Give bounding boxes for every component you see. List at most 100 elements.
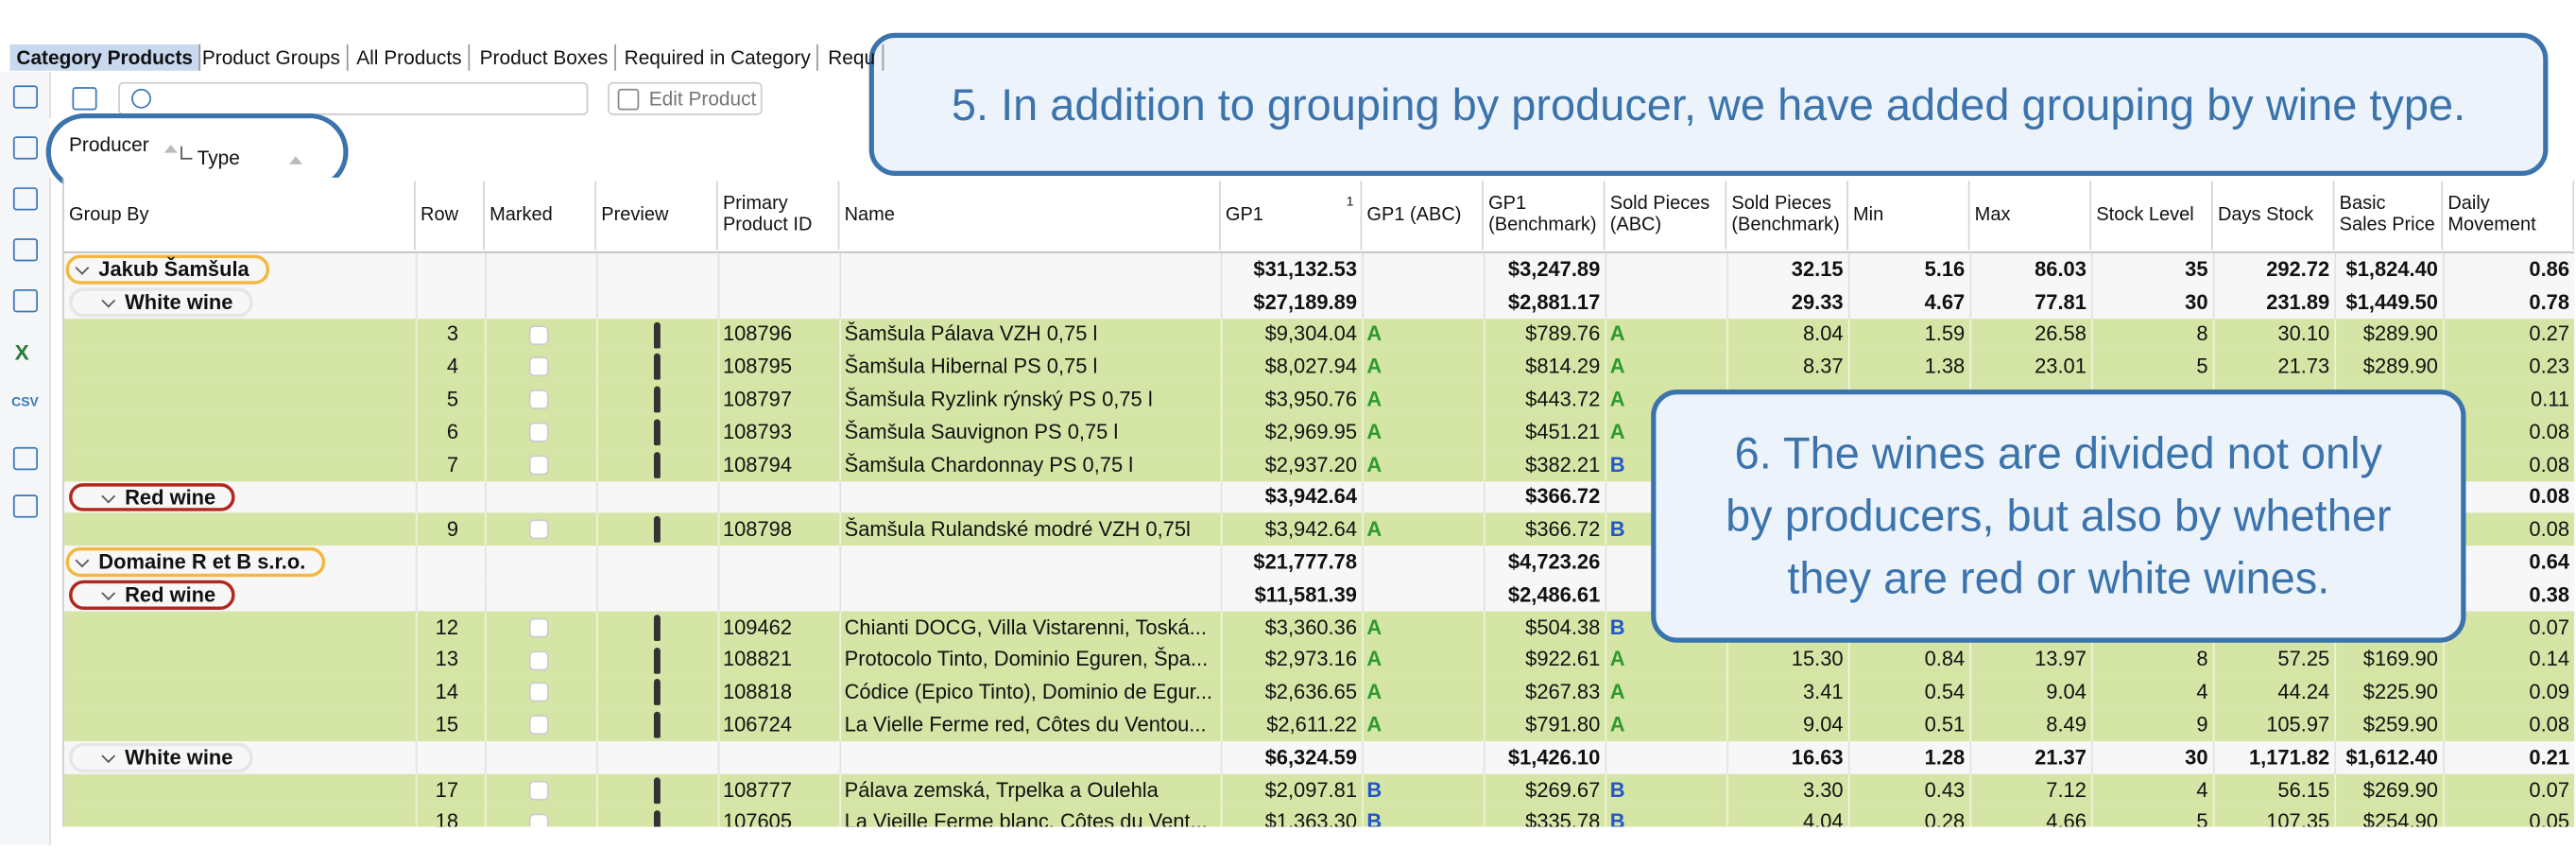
column-divider xyxy=(415,643,418,677)
column-divider xyxy=(596,286,598,319)
checkbox[interactable] xyxy=(528,455,549,476)
tab[interactable]: All Products xyxy=(350,43,471,71)
column-divider xyxy=(1362,708,1364,742)
column-divider xyxy=(1726,676,1728,709)
column-divider xyxy=(1362,546,1364,579)
item-row xyxy=(63,318,2575,353)
column-divider xyxy=(415,318,418,351)
group-label[interactable]: White wine xyxy=(69,742,253,772)
column-divider xyxy=(2443,286,2445,319)
table-cell: 4.66 xyxy=(2046,810,2087,827)
table-cell: 108777 xyxy=(722,778,793,802)
column-divider xyxy=(1220,546,1223,579)
table-cell: 0.38 xyxy=(2529,582,2570,607)
column-divider xyxy=(1605,513,1607,546)
column-header[interactable]: Days Stock xyxy=(2213,181,2335,251)
column-divider xyxy=(2212,643,2215,677)
checkbox[interactable] xyxy=(528,324,549,345)
column-header[interactable]: Sold Pieces (Benchmark) xyxy=(1726,181,1848,251)
column-header[interactable]: Min xyxy=(1848,181,1970,251)
column-divider xyxy=(717,546,720,579)
column-divider xyxy=(484,350,487,384)
column-header[interactable]: Sold Pieces (ABC) xyxy=(1606,181,1727,251)
checkbox[interactable] xyxy=(528,422,549,442)
table-cell: 4 xyxy=(446,355,459,379)
column-divider xyxy=(839,611,842,644)
group-label[interactable]: Red wine xyxy=(69,580,236,610)
table-cell: 13.97 xyxy=(2035,648,2087,672)
column-divider xyxy=(2334,741,2337,774)
column-divider xyxy=(1483,611,1485,644)
table-cell: 23.01 xyxy=(2035,355,2087,379)
table-cell: 5.16 xyxy=(1924,257,1966,282)
data-table: Group By Row Marked Preview Primary Product … xyxy=(62,177,2575,827)
column-divider xyxy=(1483,708,1485,742)
column-header[interactable]: Group By xyxy=(64,181,416,251)
column-header[interactable]: Basic Sales Price xyxy=(2334,181,2444,251)
group-label[interactable]: Jakub Šamšula xyxy=(65,254,269,285)
icon xyxy=(12,238,38,262)
column-divider xyxy=(1220,578,1223,612)
checkbox[interactable] xyxy=(528,683,549,703)
column-header[interactable]: Primary Product ID xyxy=(718,181,840,251)
column-header[interactable]: Daily Movement xyxy=(2443,181,2575,251)
table-cell: 5 xyxy=(2196,810,2208,827)
column-divider xyxy=(1362,350,1364,384)
group-label[interactable]: White wine xyxy=(69,286,253,317)
checkbox[interactable] xyxy=(528,715,549,736)
column-header[interactable]: Preview xyxy=(596,181,718,251)
checkbox[interactable] xyxy=(528,390,549,410)
column-divider xyxy=(2212,350,2215,384)
column-divider xyxy=(2212,741,2215,774)
tab[interactable]: Category Products xyxy=(9,43,201,71)
edit-button[interactable]: Edit Product xyxy=(608,81,763,115)
column-divider xyxy=(2212,286,2215,319)
checkbox[interactable] xyxy=(528,520,549,540)
column-divider xyxy=(2212,676,2215,709)
tab[interactable]: Requ xyxy=(821,43,884,71)
checkbox[interactable] xyxy=(528,812,549,827)
group-row xyxy=(63,252,2575,287)
table-cell: $267.83 xyxy=(1525,681,1601,704)
column-divider xyxy=(839,513,842,546)
column-divider xyxy=(1483,806,1485,827)
table-cell: $11,581.39 xyxy=(1254,582,1358,607)
column-divider xyxy=(484,252,487,286)
column-divider xyxy=(415,415,418,449)
icon xyxy=(12,85,38,109)
column-header[interactable]: GP1 (ABC) xyxy=(1362,181,1484,251)
product-thumbnail xyxy=(653,614,661,641)
column-divider xyxy=(1220,676,1223,709)
column-header[interactable]: Row xyxy=(416,181,485,251)
column-header[interactable]: Max xyxy=(1969,181,2092,251)
column-divider xyxy=(717,643,720,677)
tab[interactable]: Product Groups xyxy=(196,43,349,71)
column-header[interactable]: GP1 (Benchmark) xyxy=(1484,181,1606,251)
tab[interactable]: Required in Category xyxy=(618,43,819,71)
column-header[interactable]: Name xyxy=(839,181,1221,251)
tab[interactable]: Product Boxes xyxy=(473,43,617,71)
checkbox[interactable] xyxy=(528,617,549,638)
icon xyxy=(12,494,38,518)
checkbox[interactable] xyxy=(528,650,549,670)
column-header[interactable]: GP1 1 xyxy=(1221,181,1363,251)
column-divider xyxy=(2091,676,2093,709)
search-box[interactable] xyxy=(118,81,589,115)
checkbox[interactable] xyxy=(528,780,549,801)
column-divider xyxy=(596,350,598,384)
column-divider xyxy=(717,448,720,481)
column-header[interactable]: Stock Level xyxy=(2091,181,2213,251)
group-label[interactable]: Red wine xyxy=(69,482,236,512)
column-divider xyxy=(1483,578,1485,612)
column-divider xyxy=(1362,448,1364,481)
column-header[interactable]: Marked xyxy=(485,181,597,251)
group-label[interactable]: Domaine R et B s.r.o. xyxy=(65,547,326,578)
table-cell: La Vieille Ferme blanc, Côtes du Vent... xyxy=(844,810,1208,827)
table-cell: 16.63 xyxy=(1791,746,1844,770)
table-cell: A xyxy=(1609,420,1625,444)
table-cell: 4.67 xyxy=(1924,290,1966,314)
column-divider xyxy=(1483,741,1485,774)
checkbox[interactable] xyxy=(528,356,549,377)
grouping-item: Type xyxy=(197,146,240,170)
table-cell: B xyxy=(1609,453,1625,476)
